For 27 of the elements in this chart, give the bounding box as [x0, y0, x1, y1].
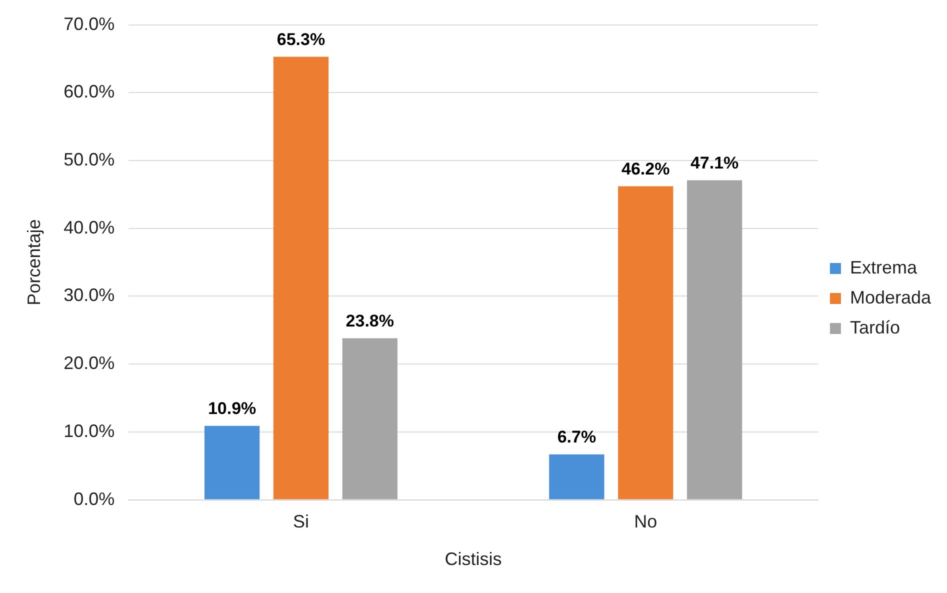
data-label: 46.2% [622, 159, 670, 178]
data-label: 65.3% [276, 30, 326, 49]
x-tick-label: No [634, 512, 658, 532]
x-tick-label: Si [292, 512, 309, 532]
data-label: 23.8% [346, 311, 394, 330]
y-tick-label: 70.0% [64, 14, 115, 34]
data-label: 47.1% [690, 153, 739, 172]
legend-label: Extrema [850, 257, 918, 278]
y-tick-label: 30.0% [64, 285, 115, 306]
bar [204, 426, 260, 500]
legend-label: Tardío [850, 317, 900, 338]
bar [618, 186, 674, 500]
data-label: 6.7% [557, 428, 596, 447]
y-tick-label: 40.0% [64, 217, 115, 238]
legend-label: Moderada [850, 287, 932, 308]
bar [686, 180, 742, 500]
bar [549, 454, 604, 500]
y-axis-title: Porcentaje [24, 219, 44, 306]
bar [273, 56, 329, 500]
y-tick-label: 20.0% [64, 353, 115, 374]
y-tick-label: 50.0% [64, 149, 115, 170]
x-axis-title: Cistisis [444, 549, 502, 570]
y-tick-label: 0.0% [74, 488, 115, 509]
y-tick-label: 60.0% [64, 82, 115, 102]
bar [342, 338, 398, 500]
y-tick-label: 10.0% [64, 420, 115, 441]
data-label: 10.9% [208, 399, 256, 418]
